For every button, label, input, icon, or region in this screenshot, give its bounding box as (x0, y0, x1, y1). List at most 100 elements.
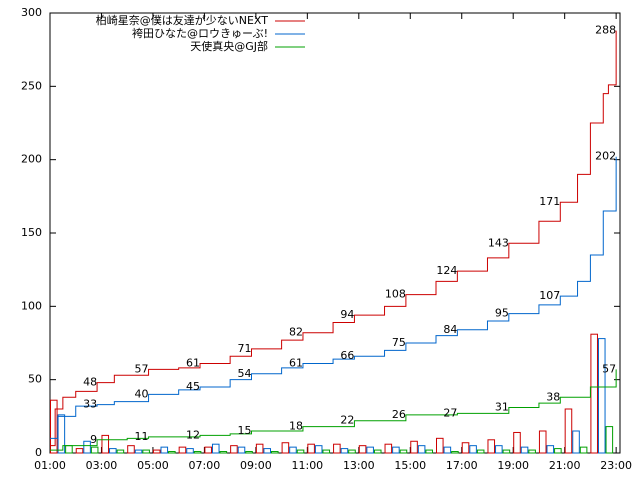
bar (358, 445, 367, 454)
y-tick-label: 150 (21, 226, 42, 239)
bar (461, 442, 470, 454)
legend-label: 柏崎星奈@僕は友達が少ないNEXT (96, 13, 269, 27)
value-label: 143 (488, 236, 509, 249)
y-tick-label: 250 (21, 79, 42, 92)
x-tick-label: 01:00 (34, 459, 66, 472)
value-label: 33 (83, 398, 97, 411)
x-tick-label: 17:00 (446, 459, 478, 472)
value-label: 18 (289, 420, 303, 433)
value-label: 27 (443, 406, 457, 419)
bar (255, 443, 264, 454)
bar (289, 446, 297, 454)
bar (564, 408, 573, 454)
bar (160, 446, 169, 454)
value-label: 71 (237, 342, 251, 355)
x-tick-label: 13:00 (343, 459, 375, 472)
bar (83, 440, 91, 454)
bar (101, 434, 110, 454)
bar (546, 445, 555, 454)
bar (127, 445, 135, 454)
bar (392, 446, 400, 454)
bar (399, 449, 408, 454)
value-label: 26 (392, 408, 406, 421)
bar (333, 443, 341, 454)
value-label: 12 (186, 428, 200, 441)
value-label: 84 (443, 323, 457, 336)
value-label: 40 (135, 387, 149, 400)
bar (186, 448, 194, 454)
value-label: 288 (595, 24, 616, 37)
bar (425, 449, 433, 454)
bar (348, 449, 356, 454)
bar (476, 449, 485, 454)
y-tick-label: 300 (21, 6, 42, 19)
x-tick-label: 09:00 (240, 459, 272, 472)
value-label: 61 (186, 357, 200, 370)
bar (307, 443, 315, 454)
value-label: 31 (495, 401, 509, 414)
legend-label: 天使真央@GJ部 (190, 39, 268, 53)
x-tick-label: 15:00 (394, 459, 426, 472)
value-label: 108 (385, 288, 406, 301)
bar (366, 446, 374, 454)
bar (50, 399, 58, 454)
x-tick-label: 03:00 (86, 459, 118, 472)
value-label: 66 (340, 349, 354, 362)
y-tick-label: 0 (35, 446, 42, 459)
bar (538, 430, 547, 454)
bar (230, 445, 238, 454)
value-label: 202 (595, 150, 616, 163)
bar (590, 333, 598, 454)
bar (597, 338, 606, 454)
bar (116, 449, 125, 454)
y-tick-label: 100 (21, 299, 42, 312)
bar (417, 445, 426, 454)
bar (384, 443, 393, 454)
value-label: 82 (289, 326, 303, 339)
value-label: 57 (602, 362, 616, 375)
bar (495, 445, 503, 454)
x-tick-label: 07:00 (189, 459, 221, 472)
y-tick-label: 200 (21, 153, 42, 166)
bar (65, 445, 73, 454)
bar (572, 430, 580, 454)
series-line (50, 156, 617, 439)
bar (340, 448, 349, 454)
bar (410, 440, 418, 454)
value-label: 54 (237, 367, 251, 380)
value-label: 94 (340, 308, 354, 321)
bar (219, 451, 228, 454)
bar (579, 446, 588, 454)
bar (168, 451, 176, 454)
value-label: 61 (289, 357, 303, 370)
bar (57, 414, 66, 454)
bar (513, 431, 521, 454)
legend-label: 袴田ひなた@ロウきゅーぶ! (132, 26, 268, 40)
x-tick-label: 19:00 (497, 459, 529, 472)
bar (443, 446, 452, 454)
value-label: 107 (539, 289, 560, 302)
bar (528, 449, 536, 454)
value-label: 22 (340, 414, 354, 427)
bar (296, 449, 305, 454)
bar (271, 451, 279, 454)
bar (75, 448, 84, 454)
value-label: 124 (436, 264, 457, 277)
bar (237, 446, 246, 454)
value-label: 95 (495, 307, 509, 320)
value-label: 171 (539, 195, 560, 208)
value-label: 57 (135, 362, 149, 375)
bar (281, 442, 290, 454)
value-label: 75 (392, 336, 406, 349)
series-line (50, 369, 617, 451)
y-tick-label: 50 (28, 373, 42, 386)
bar (142, 449, 150, 454)
value-label: 9 (90, 433, 97, 446)
bar (502, 449, 511, 454)
bar (322, 449, 331, 454)
x-tick-label: 05:00 (137, 459, 169, 472)
x-tick-label: 21:00 (549, 459, 581, 472)
bar (554, 448, 562, 454)
bar (134, 449, 143, 454)
